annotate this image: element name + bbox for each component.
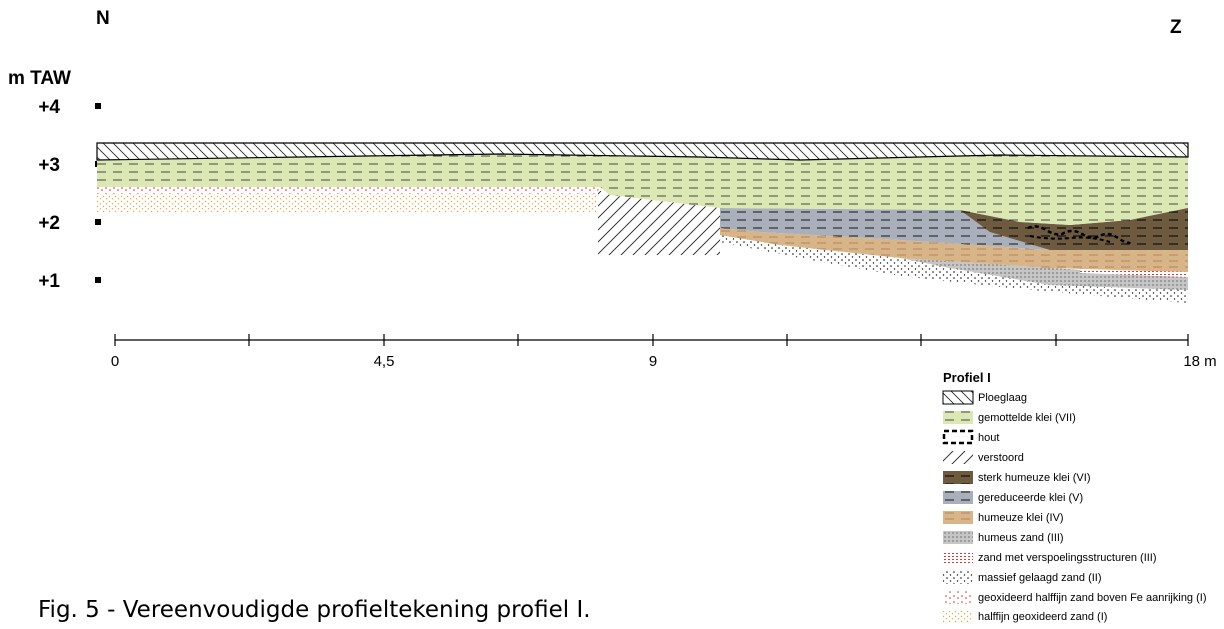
- legend-title: Profiel I: [943, 370, 991, 385]
- distance-label: 4,5: [374, 353, 395, 370]
- caption: Fig. 5 - Vereenvoudigde profieltekening …: [38, 597, 591, 623]
- legend-label: zand met verspoelingsstructuren (III): [978, 552, 1157, 564]
- legend-label: massief gelaagd zand (II): [978, 572, 1102, 584]
- elevation-axis: +4 +3 +2 +1: [38, 97, 101, 292]
- legend-label: gereduceerde klei (V): [978, 492, 1083, 504]
- distance-axis: 0 4,5 9 18 m: [111, 334, 1217, 370]
- legend-label: sterk humeuze klei (VI): [978, 472, 1090, 484]
- north-label: N: [96, 8, 110, 29]
- profile-layers: [96, 142, 1189, 303]
- elevation-label: +4: [38, 97, 60, 118]
- elevation-label: +2: [38, 213, 60, 234]
- elevation-label: +3: [38, 155, 60, 176]
- distance-label: 9: [649, 353, 657, 370]
- legend-label: Ploeglaag: [978, 392, 1027, 404]
- distance-label: 18 m: [1183, 353, 1216, 370]
- legend-label: halffijn geoxideerd zand (I): [978, 611, 1107, 623]
- legend-label: humeuze klei (IV): [978, 512, 1064, 524]
- legend-label: humeus zand (III): [978, 532, 1064, 544]
- legend-label: geoxideerd halffijn zand boven Fe aanrij…: [978, 592, 1207, 604]
- elevation-label: +1: [38, 271, 60, 292]
- legend-label: hout: [978, 432, 999, 444]
- south-label: Z: [1170, 17, 1182, 38]
- unit-label: m TAW: [8, 68, 71, 89]
- legend-label: verstoord: [978, 452, 1024, 464]
- legend-label: gemottelde klei (VII): [978, 412, 1076, 424]
- distance-label: 0: [111, 353, 119, 370]
- legend: Profiel I Ploeglaag gemottelde klei (VII…: [942, 370, 1207, 623]
